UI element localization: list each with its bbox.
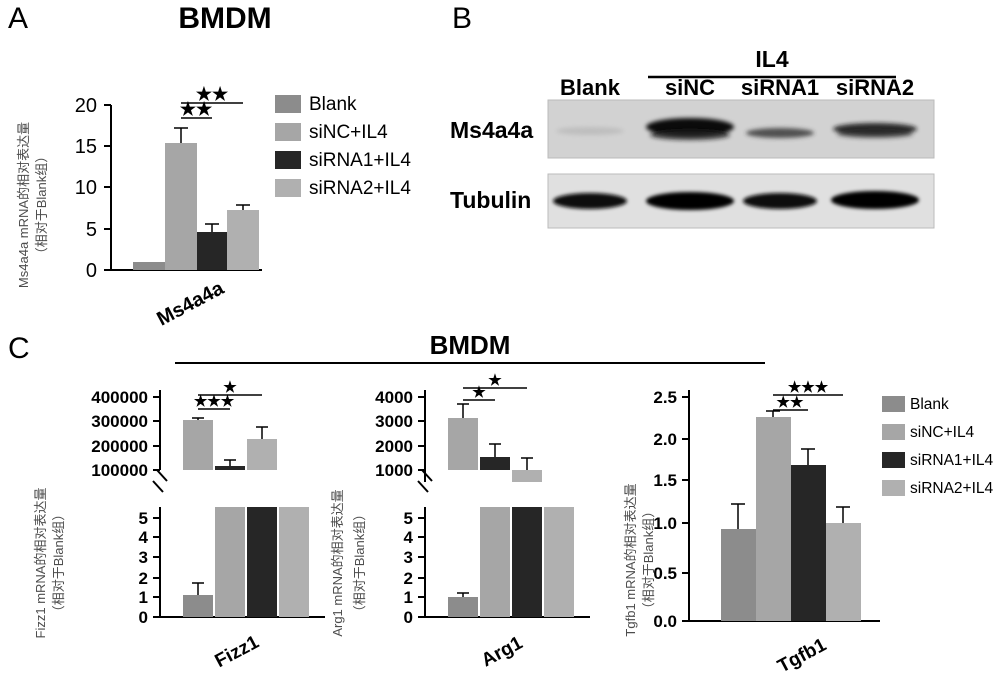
svg-text:4: 4: [404, 528, 414, 547]
svg-text:2: 2: [139, 569, 148, 588]
svg-text:1: 1: [404, 588, 413, 607]
svg-text:★: ★: [472, 384, 486, 401]
svg-text:20: 20: [75, 95, 97, 117]
svg-text:siRNA2+IL4: siRNA2+IL4: [910, 480, 994, 497]
svg-text:Tubulin: Tubulin: [450, 187, 531, 213]
svg-text:4: 4: [139, 528, 149, 547]
svg-text:Ms4a4a: Ms4a4a: [153, 277, 228, 331]
svg-text:4000: 4000: [375, 388, 413, 407]
svg-text:0: 0: [86, 260, 97, 282]
svg-text:0: 0: [404, 608, 413, 627]
svg-text:3: 3: [139, 548, 148, 567]
svg-text:（相对于Blank组）: （相对于Blank组）: [34, 150, 49, 261]
svg-text:3: 3: [404, 548, 413, 567]
svg-text:★★★: ★★★: [788, 379, 829, 396]
svg-text:Fizz1 mRNA的相对表达量: Fizz1 mRNA的相对表达量: [33, 488, 48, 639]
svg-text:（相对于Blank组）: （相对于Blank组）: [51, 508, 66, 619]
svg-text:siNC+IL4: siNC+IL4: [910, 424, 975, 441]
svg-text:Arg1: Arg1: [478, 632, 526, 671]
svg-text:1.0: 1.0: [653, 514, 677, 533]
svg-text:siRNA1: siRNA1: [741, 75, 819, 100]
svg-text:300000: 300000: [91, 412, 148, 431]
svg-text:★: ★: [223, 379, 237, 396]
svg-text:IL4: IL4: [755, 46, 788, 72]
svg-text:1.5: 1.5: [653, 471, 677, 490]
svg-text:Fizz1: Fizz1: [212, 632, 263, 673]
svg-text:100000: 100000: [91, 461, 148, 480]
svg-text:5: 5: [404, 509, 413, 528]
svg-text:★★: ★★: [777, 394, 804, 411]
svg-text:1: 1: [139, 588, 148, 607]
svg-text:5: 5: [86, 219, 97, 241]
svg-text:15: 15: [75, 136, 97, 158]
svg-text:Blank: Blank: [309, 94, 357, 115]
svg-text:5: 5: [139, 509, 148, 528]
svg-text:siRNA1+IL4: siRNA1+IL4: [910, 452, 994, 469]
svg-text:0.0: 0.0: [653, 612, 677, 631]
svg-text:siNC+IL4: siNC+IL4: [309, 122, 388, 143]
svg-text:Arg1 mRNA的相对表达量: Arg1 mRNA的相对表达量: [330, 489, 345, 636]
svg-text:siNC: siNC: [665, 75, 715, 100]
svg-text:（相对于Blank组）: （相对于Blank组）: [641, 505, 656, 616]
svg-text:0.5: 0.5: [653, 564, 677, 583]
svg-text:200000: 200000: [91, 437, 148, 456]
svg-text:★: ★: [488, 372, 502, 389]
svg-text:1000: 1000: [375, 461, 413, 480]
svg-text:Blank: Blank: [560, 75, 621, 100]
svg-text:2.5: 2.5: [653, 388, 677, 407]
svg-text:siRNA2: siRNA2: [836, 75, 914, 100]
svg-text:2000: 2000: [375, 437, 413, 456]
svg-text:3000: 3000: [375, 412, 413, 431]
svg-text:0: 0: [139, 608, 148, 627]
svg-text:（相对于Blank组）: （相对于Blank组）: [352, 508, 367, 619]
svg-text:★★: ★★: [196, 84, 229, 104]
svg-text:Tgfb1 mRNA的相对表达量: Tgfb1 mRNA的相对表达量: [623, 483, 638, 636]
svg-text:10: 10: [75, 177, 97, 199]
svg-text:Ms4a4a mRNA的相对表达量: Ms4a4a mRNA的相对表达量: [16, 122, 31, 288]
svg-text:2: 2: [404, 569, 413, 588]
svg-text:Blank: Blank: [910, 396, 949, 413]
svg-text:Tgfb1: Tgfb1: [774, 634, 830, 677]
svg-text:400000: 400000: [91, 388, 148, 407]
svg-text:siRNA2+IL4: siRNA2+IL4: [309, 178, 411, 199]
svg-text:2.0: 2.0: [653, 430, 677, 449]
svg-text:Ms4a4a: Ms4a4a: [450, 117, 533, 143]
svg-text:siRNA1+IL4: siRNA1+IL4: [309, 150, 411, 171]
